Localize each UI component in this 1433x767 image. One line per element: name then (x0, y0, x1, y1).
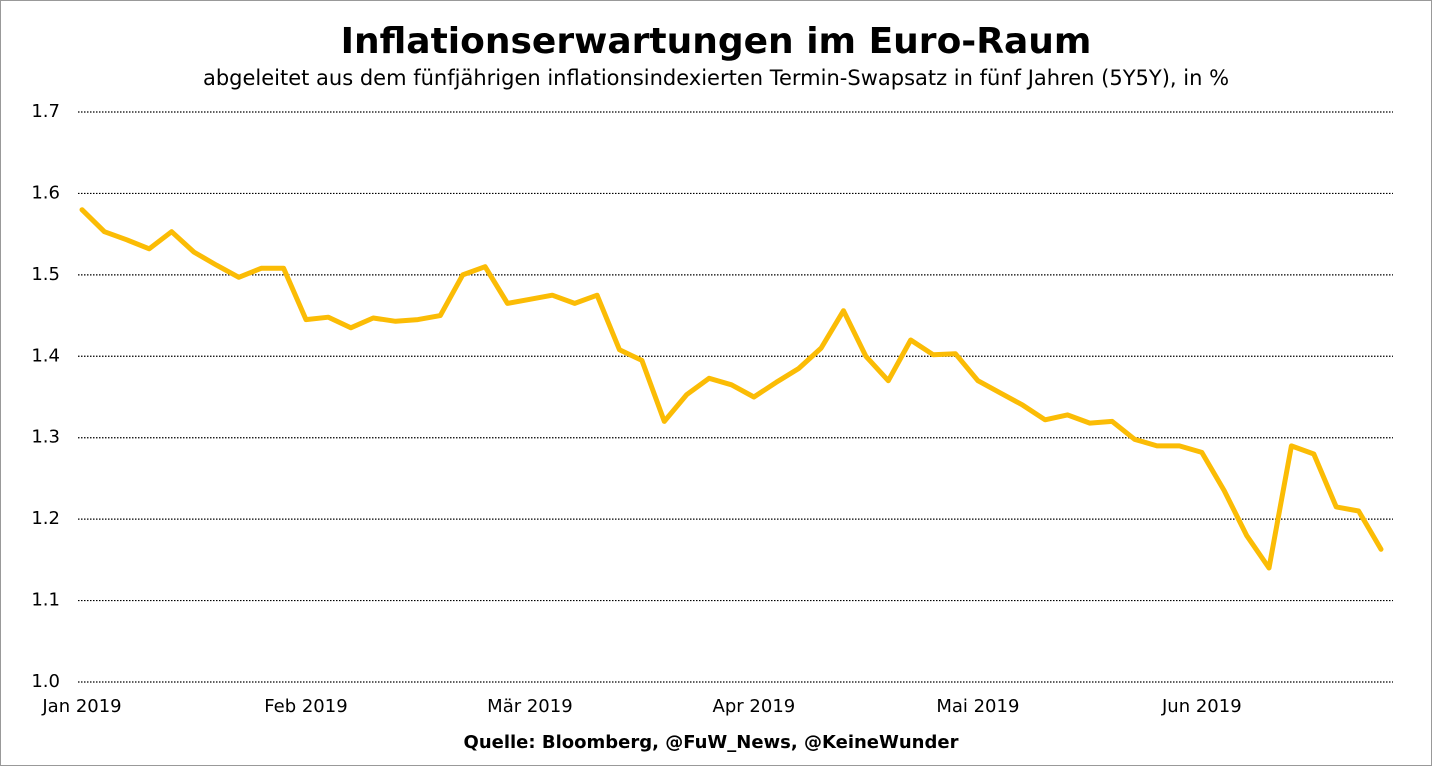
chart-title: Inflationserwartungen im Euro-Raum (341, 21, 1092, 62)
y-tick-label: 1.3 (31, 427, 60, 448)
y-tick-label: 1.4 (31, 345, 60, 366)
y-tick-label: 1.5 (31, 264, 60, 285)
y-tick-label: 1.6 (31, 182, 60, 203)
x-tick-label: Jan 2019 (41, 696, 121, 717)
y-tick-label: 1.1 (31, 590, 60, 611)
x-tick-label: Feb 2019 (264, 696, 347, 717)
data-line (79, 207, 1384, 571)
source-note: Quelle: Bloomberg, @FuW_News, @KeineWund… (464, 732, 959, 753)
x-tick-label: Mär 2019 (487, 696, 573, 717)
y-tick-label: 1.7 (31, 101, 60, 122)
x-tick-label: Apr 2019 (713, 696, 796, 717)
x-tick-label: Mai 2019 (936, 696, 1019, 717)
y-tick-label: 1.0 (31, 671, 60, 692)
chart-subtitle: abgeleitet aus dem fünfjährigen inflatio… (203, 66, 1229, 90)
y-tick-label: 1.2 (31, 508, 60, 529)
x-tick-label: Jun 2019 (1161, 696, 1242, 717)
